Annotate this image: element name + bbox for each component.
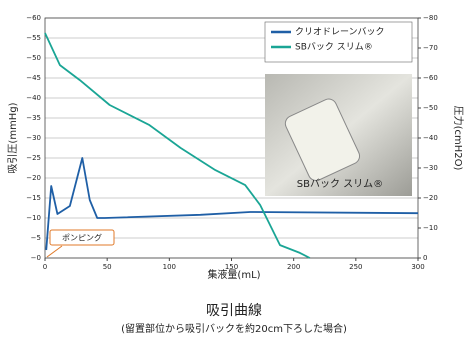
- chart-title: 吸引曲線: [206, 303, 262, 319]
- series-line: [44, 32, 311, 259]
- y-tick-label: −50: [26, 54, 41, 62]
- y-tick-label: −20: [26, 174, 41, 182]
- y2-tick-label: −80: [423, 14, 438, 22]
- y-tick-label: −45: [26, 74, 41, 82]
- y2-tick-label: −30: [423, 164, 438, 172]
- legend-label: クリオドレーンバック: [295, 27, 385, 38]
- y-tick-label: −5: [31, 234, 41, 242]
- y2-tick-label: −10: [423, 224, 438, 232]
- y2-tick-label: −70: [423, 44, 438, 52]
- legend: [264, 21, 413, 63]
- y-tick-label: −35: [26, 114, 41, 122]
- photo-label: SBバック スリム®: [297, 178, 383, 190]
- y-tick-label: −40: [26, 94, 41, 102]
- x-tick-label: 50: [103, 263, 112, 271]
- x-tick-label: 250: [349, 263, 362, 271]
- x-tick-label: 200: [287, 263, 300, 271]
- plot-frame: [44, 17, 419, 259]
- y-axis-label: 吸引圧(mmHg): [7, 102, 19, 173]
- y2-tick-label: −40: [423, 134, 438, 142]
- x-tick-label: 300: [411, 263, 424, 271]
- y2-axis-label: 圧力(cmH2O): [452, 106, 465, 171]
- x-tick-label: 150: [225, 263, 238, 271]
- x-tick-label: 100: [163, 263, 176, 271]
- x-tick-label: 0: [43, 263, 47, 271]
- y-tick-label: −25: [26, 154, 41, 162]
- y-tick-label: −15: [26, 194, 41, 202]
- annotation-box: [49, 229, 115, 246]
- annotation: ポンピング: [62, 233, 102, 243]
- y-tick-label: −55: [26, 34, 41, 42]
- legend-label: SBバック スリム®: [295, 42, 373, 53]
- y-tick-label: −10: [26, 214, 41, 222]
- y-tick-label: −60: [26, 14, 41, 22]
- y-tick-label: −30: [26, 134, 41, 142]
- series-line: [45, 157, 419, 251]
- bag-image: [284, 98, 361, 182]
- annotation-arrow: [46, 245, 63, 258]
- y2-tick-label: −60: [423, 74, 438, 82]
- chart-subtitle: (留置部位から吸引バックを約20cm下ろした場合): [121, 322, 347, 335]
- y2-tick-label: −50: [423, 104, 438, 112]
- y2-tick-label: 0: [423, 254, 427, 262]
- y2-tick-label: −20: [423, 194, 438, 202]
- y-tick-label: −0: [31, 254, 41, 262]
- x-axis-label: 集液量(mL): [207, 268, 260, 281]
